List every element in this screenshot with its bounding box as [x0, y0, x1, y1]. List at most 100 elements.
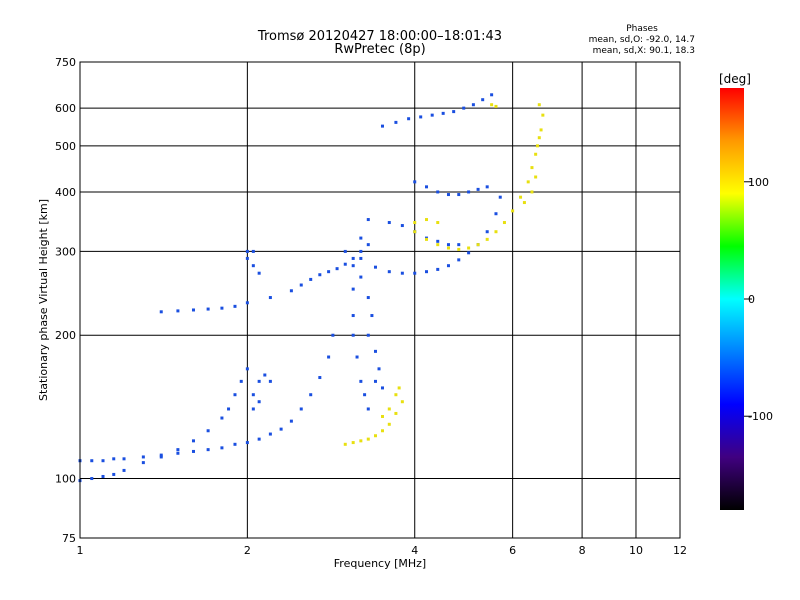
data-point-o [366, 218, 370, 222]
data-point-o [331, 333, 335, 337]
data-point-o [380, 386, 384, 390]
data-point-x [351, 441, 355, 445]
data-point-o [359, 379, 363, 383]
colorbar-label: [deg] [719, 72, 751, 86]
data-point-o [413, 271, 417, 275]
data-point-o [377, 367, 381, 371]
x-tick-label: 6 [509, 544, 516, 557]
phases-title: Phases [626, 24, 658, 34]
colorbar [720, 88, 744, 510]
y-tick-labels: 75 100 200 300 400 500 600 750 [55, 56, 76, 545]
data-point-o [467, 190, 471, 194]
data-point-o [90, 477, 94, 481]
data-point-o [233, 442, 237, 446]
y-tick-label: 75 [62, 532, 76, 545]
data-point-o [380, 124, 384, 128]
data-point-o [359, 275, 363, 279]
data-point-x [522, 201, 526, 205]
data-point-o [101, 474, 105, 478]
x-tick-label: 10 [629, 544, 643, 557]
data-point-o [351, 314, 355, 318]
data-point-x [457, 247, 461, 251]
data-point-o [373, 265, 377, 269]
data-point-o [245, 441, 249, 445]
data-point-o [220, 416, 224, 420]
data-point-o [359, 256, 363, 260]
x-tick-label: 12 [673, 544, 687, 557]
data-point-o [245, 367, 249, 371]
data-point-x [394, 393, 398, 397]
data-point-o [233, 393, 237, 397]
data-point-x [413, 230, 417, 234]
phases-x: mean, sd,X: 90.1, 18.3 [593, 46, 695, 56]
x-tick-label: 1 [77, 544, 84, 557]
data-point-x [530, 190, 534, 194]
data-point-o [318, 376, 322, 380]
phases-box: Phases mean, sd,O: -92.0, 14.7 mean, sd,… [589, 24, 695, 56]
data-point-o [239, 379, 243, 383]
plot-frame [79, 61, 681, 539]
data-point-o [471, 103, 475, 107]
data-point-o [355, 355, 359, 359]
data-point-o [400, 271, 404, 275]
data-point-o [327, 355, 331, 359]
data-point-o [481, 98, 485, 102]
data-point-o [318, 273, 322, 277]
data-point-x [436, 221, 440, 225]
colorbar-tick-label: 0 [748, 293, 755, 306]
data-point-o [446, 193, 450, 197]
data-point-o [476, 187, 480, 191]
data-point-o [373, 349, 377, 353]
data-point-o [206, 307, 210, 311]
data-point-o [257, 271, 261, 275]
data-point-o [407, 117, 411, 121]
data-point-x [494, 104, 498, 108]
data-point-o [227, 407, 231, 411]
data-point-o [206, 429, 210, 433]
colorbar-ticks: 100 0 -100 [744, 176, 773, 423]
data-point-o [446, 243, 450, 247]
title-line-1: Tromsø 20120427 18:00:00–18:01:43 [257, 29, 502, 44]
data-point-o [363, 393, 367, 397]
data-point-x [535, 144, 539, 148]
data-point-o [289, 419, 293, 423]
data-point-x [380, 414, 384, 418]
data-point-o [425, 270, 429, 274]
data-point-o [159, 453, 163, 457]
data-point-x [534, 175, 538, 179]
phases-o: mean, sd,O: -92.0, 14.7 [589, 35, 695, 45]
data-point-o [112, 472, 116, 476]
y-tick-label: 200 [55, 329, 76, 342]
data-point-x [539, 128, 543, 132]
data-point-o [251, 393, 255, 397]
data-point-o [122, 457, 126, 461]
data-point-o [257, 379, 261, 383]
data-point-o [359, 249, 363, 253]
data-point-o [245, 256, 249, 260]
data-point-o [387, 270, 391, 274]
data-point-o [413, 180, 417, 184]
data-point-o [373, 379, 377, 383]
data-point-o [457, 193, 461, 197]
colorbar-tick-label: -100 [748, 410, 773, 423]
data-point-o [251, 264, 255, 268]
data-point-o [191, 449, 195, 453]
data-point-o [452, 110, 456, 114]
data-point-x [534, 152, 538, 156]
data-point-o [263, 373, 267, 377]
data-point-o [220, 306, 224, 310]
y-tick-label: 500 [55, 140, 76, 153]
data-point-x [446, 246, 450, 250]
data-point-o [251, 407, 255, 411]
data-point-o [387, 221, 391, 225]
data-point-o [122, 468, 126, 472]
data-point-o [245, 301, 249, 305]
data-point-o [366, 333, 370, 337]
data-point-o [457, 258, 461, 262]
data-point-x [425, 218, 429, 222]
x-tick-labels: 1 2 4 6 8 10 12 [77, 544, 688, 557]
data-point-o [419, 115, 423, 119]
data-point-o [494, 212, 498, 216]
data-point-x [537, 136, 541, 140]
